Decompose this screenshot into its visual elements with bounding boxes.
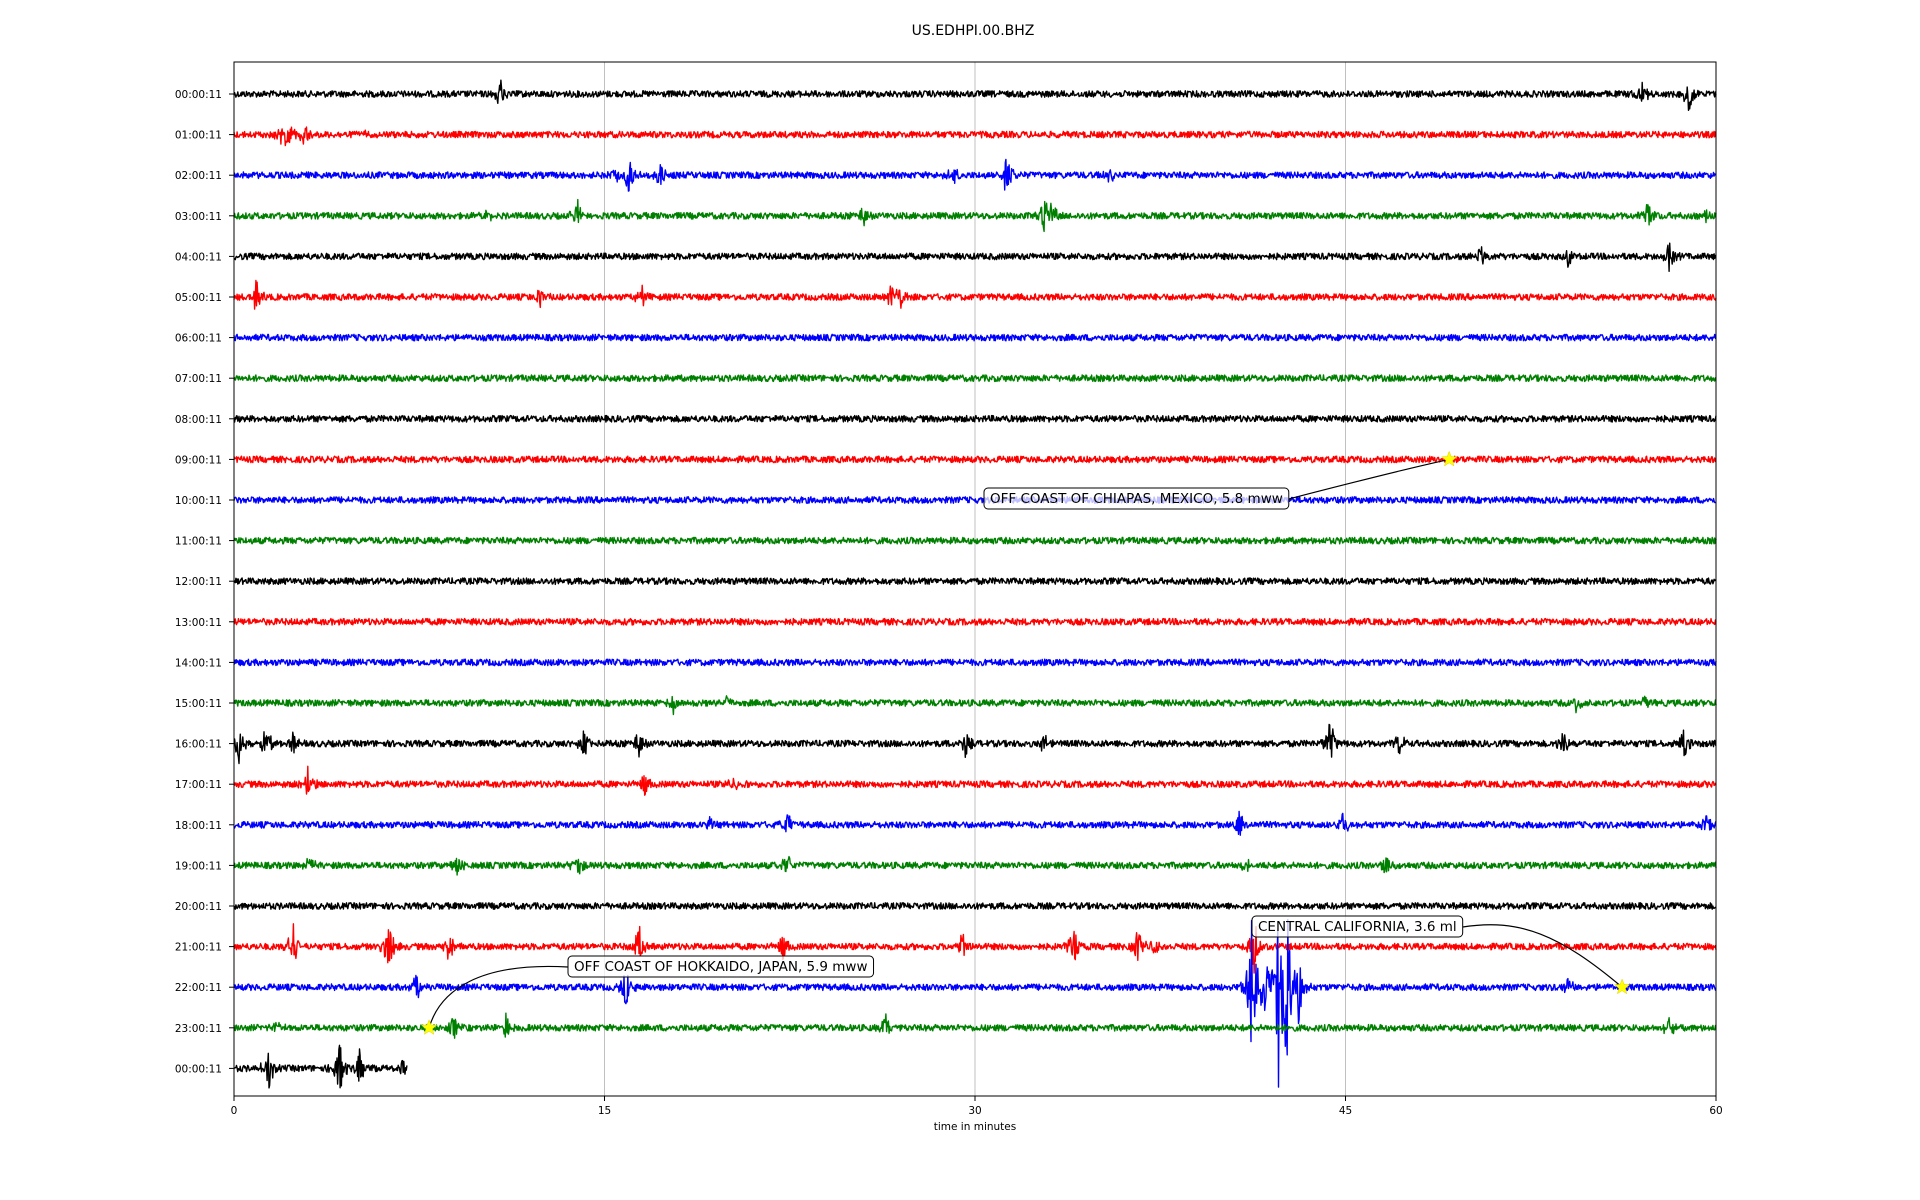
row-time-label: 00:00:11: [175, 89, 222, 101]
trace-line: [233, 279, 1717, 310]
row-time-label: 04:00:11: [175, 251, 222, 263]
trace-line: [233, 810, 1717, 836]
event-star-marker: [1613, 978, 1631, 995]
trace-line: [233, 374, 1717, 383]
row-time-label: 08:00:11: [175, 414, 222, 426]
row-time-label: 03:00:11: [175, 211, 222, 223]
trace-line: [233, 333, 1717, 342]
row-time-label: 19:00:11: [175, 860, 222, 872]
row-time-label: 17:00:11: [175, 779, 222, 791]
event-connector: [1462, 924, 1623, 988]
row-time-label: 07:00:11: [175, 373, 222, 385]
row-time-label: 22:00:11: [175, 982, 222, 994]
event-star-marker: [1440, 450, 1458, 467]
event-label: OFF COAST OF CHIAPAS, MEXICO, 5.8 mww: [990, 491, 1283, 507]
trace-line: [233, 919, 1717, 1088]
row-time-label: 21:00:11: [175, 942, 222, 954]
trace-line: [233, 496, 1717, 504]
row-time-label: 14:00:11: [175, 657, 222, 669]
trace-line: [233, 126, 1717, 147]
trace-line: [233, 855, 1717, 876]
row-time-label: 02:00:11: [175, 170, 222, 182]
trace-line: [233, 617, 1717, 626]
trace-line: [233, 198, 1717, 233]
row-time-label: 18:00:11: [175, 820, 222, 832]
row-time-label: 06:00:11: [175, 333, 222, 345]
trace-line: [233, 1012, 1717, 1039]
event-star-marker: [420, 1019, 438, 1035]
row-time-label: 16:00:11: [175, 739, 222, 751]
row-time-labels: 00:00:11 01:00:11 02:00:11 03:00:11 04:00:11…: [175, 89, 234, 1075]
trace-line: [233, 658, 1717, 667]
trace-line: [233, 723, 1717, 765]
row-time-label: 11:00:11: [175, 536, 222, 548]
chart-title: US.EDHPI.00.BHZ: [912, 23, 1035, 39]
row-time-label: 10:00:11: [175, 495, 222, 507]
x-tick-label: 60: [1709, 1105, 1722, 1117]
trace-rows: [233, 79, 1717, 1089]
row-time-label: 12:00:11: [175, 576, 222, 588]
event-label: CENTRAL CALIFORNIA, 3.6 ml: [1258, 919, 1457, 935]
trace-line: [233, 577, 1717, 586]
event-connector: [1288, 458, 1450, 500]
row-time-label: 00:00:11: [175, 1063, 222, 1075]
row-time-label: 09:00:11: [175, 454, 222, 466]
x-tick-label: 15: [598, 1105, 611, 1117]
row-time-label: 23:00:11: [175, 1023, 222, 1035]
trace-line: [233, 455, 1717, 464]
row-time-label: 01:00:11: [175, 130, 222, 142]
row-time-label: 15:00:11: [175, 698, 222, 710]
trace-line: [233, 79, 1717, 111]
trace-line: [233, 242, 1717, 272]
trace-line: [233, 536, 1717, 545]
trace-line: [233, 1044, 408, 1089]
trace-line: [233, 695, 1717, 716]
row-time-label: 13:00:11: [175, 617, 222, 629]
x-axis-label: time in minutes: [934, 1121, 1016, 1133]
row-time-label: 20:00:11: [175, 901, 222, 913]
trace-line: [233, 923, 1717, 974]
x-tick-label: 30: [968, 1105, 981, 1117]
x-tick-label: 0: [231, 1105, 238, 1117]
x-axis-ticks: 0 15 30 45 60: [231, 1096, 1723, 1117]
x-tick-label: 45: [1339, 1105, 1352, 1117]
trace-line: [233, 765, 1717, 796]
trace-line: [233, 414, 1717, 423]
trace-line: [233, 902, 1717, 910]
event-annotations: OFF COAST OF CHIAPAS, MEXICO, 5.8 mww CEN…: [420, 450, 1631, 1035]
event-label: OFF COAST OF HOKKAIDO, JAPAN, 5.9 mww: [574, 959, 868, 975]
event-connector: [428, 965, 569, 1028]
row-time-label: 05:00:11: [175, 292, 222, 304]
trace-line: [233, 158, 1717, 192]
